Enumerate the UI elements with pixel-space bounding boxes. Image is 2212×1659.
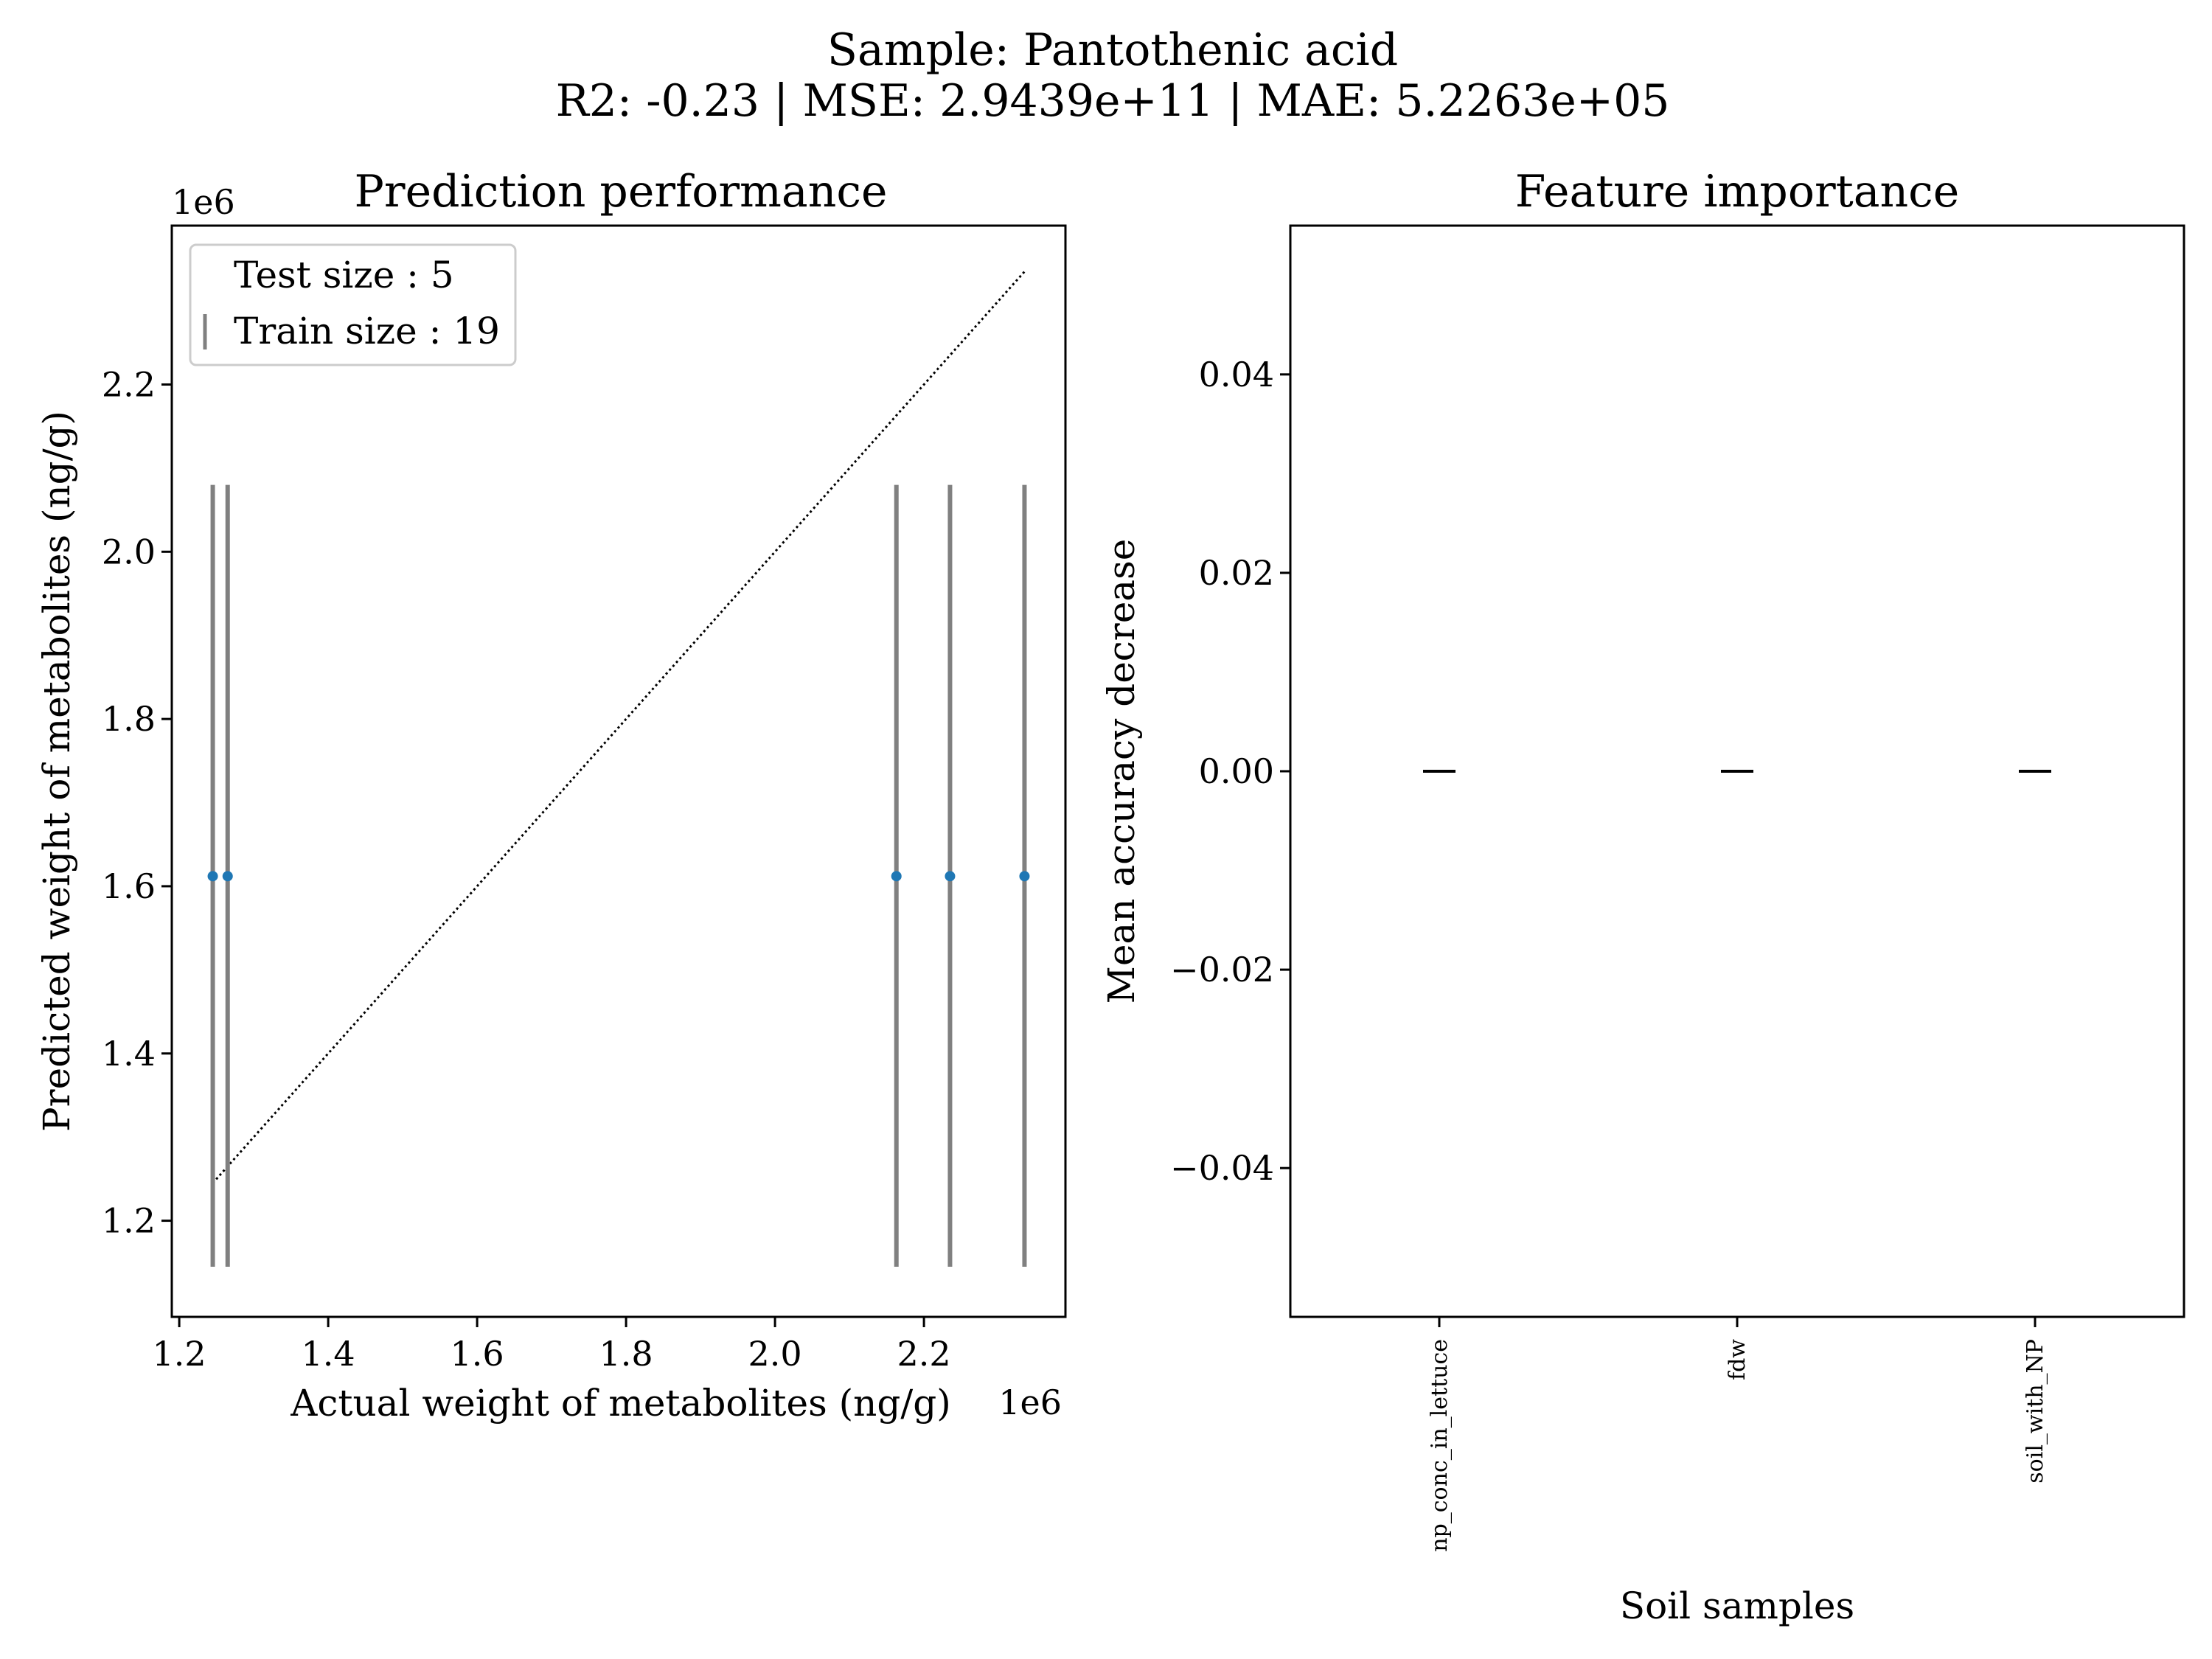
feature-importance-axes: Feature importance np_conc_in_lettuce fdw… [1100, 166, 2185, 1627]
x-tick-label: 1.6 [451, 1334, 504, 1374]
prediction-performance-y-label: Predicted weight of metabolites (ng/g) [35, 411, 78, 1132]
feature-importance-x-label: Soil samples [1620, 1585, 1854, 1627]
prediction-performance-title: Prediction performance [355, 166, 888, 218]
y-tick-label: 0.02 [1199, 553, 1274, 593]
feature-importance-frame [1289, 224, 2185, 1318]
data-point [207, 871, 218, 882]
y-tick-label: 1.4 [102, 1034, 156, 1074]
figure-suptitle-line1: Sample: Pantothenic acid [827, 24, 1398, 76]
data-point [222, 871, 233, 882]
prediction-performance-frame [170, 224, 1067, 1318]
prediction-performance-x-label: Actual weight of metabolites (ng/g) [290, 1382, 950, 1425]
y-tick-label: 1.2 [102, 1201, 156, 1241]
prediction-performance-legend: Test size : 5 Train size : 19 [189, 243, 517, 366]
x-tick-label: soil_with_NP [2023, 1339, 2048, 1484]
y-tick-label: 0.00 [1199, 751, 1274, 791]
x-tick-label: 1.4 [302, 1334, 355, 1374]
y-tick-label: 0.04 [1199, 355, 1274, 394]
feature-importance-marks: np_conc_in_lettuce fdw soil_with_NP −0.04 −0… [1170, 355, 2051, 1552]
legend-entry-test-size: Test size : 5 [234, 254, 454, 296]
legend-box [189, 243, 517, 366]
data-point [891, 871, 902, 882]
x-axis-offset-label: 1e6 [998, 1382, 1062, 1422]
prediction-performance-marks: 1.2 1.4 1.6 1.8 2.0 2.2 1.2 1.4 1.6 1.8 2.0 2.2 [102, 271, 1030, 1374]
x-tick-label: np_conc_in_lettuce [1427, 1339, 1453, 1552]
x-tick-label: 2.0 [748, 1334, 802, 1374]
figure-suptitle-line2: R2: -0.23 | MSE: 2.9439e+11 | MAE: 5.226… [556, 75, 1670, 127]
y-tick-label: −0.04 [1170, 1148, 1274, 1188]
x-tick-label: fdw [1725, 1339, 1750, 1380]
y-tick-label: 1.6 [102, 866, 156, 906]
prediction-performance-axes: Prediction performance 1.2 1.4 1.6 1.8 2.0 2.… [35, 166, 1067, 1425]
x-tick-label: 1.2 [153, 1334, 206, 1374]
y-tick-label: 1.8 [102, 699, 156, 739]
y-axis-offset-label: 1e6 [172, 182, 235, 222]
y-tick-label: −0.02 [1170, 950, 1274, 990]
feature-importance-title: Feature importance [1515, 166, 1960, 218]
x-tick-label: 1.8 [599, 1334, 653, 1374]
y-tick-label: 2.2 [102, 364, 156, 404]
identity-line [212, 271, 1026, 1184]
data-point [945, 871, 956, 882]
legend-entry-train-size: Train size : 19 [234, 310, 500, 352]
data-point [1019, 871, 1030, 882]
y-tick-label: 2.0 [102, 532, 156, 571]
x-tick-label: 2.2 [897, 1334, 951, 1374]
feature-importance-y-label: Mean accuracy decrease [1100, 539, 1143, 1004]
